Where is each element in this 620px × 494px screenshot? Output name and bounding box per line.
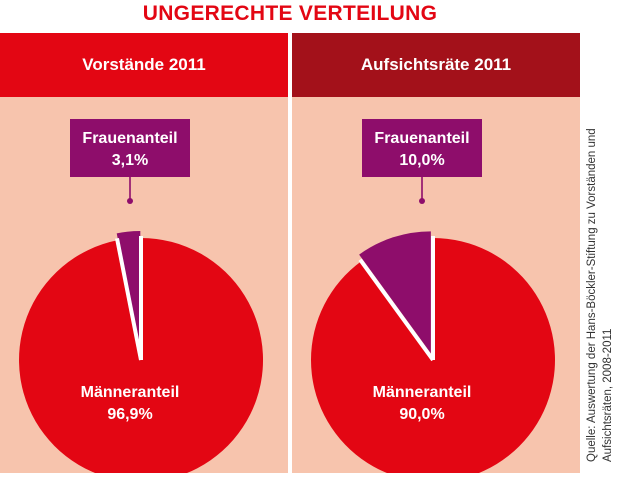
panel-aufsichtsraete: Aufsichtsräte 2011 Frauenanteil 10,0% Männ…	[292, 33, 580, 473]
value-women: 10,0%	[399, 152, 444, 169]
label-women: Frauenanteil	[374, 130, 469, 147]
pie-slice-women	[359, 231, 431, 354]
panel-title-vorstaende: Vorstände 2011	[0, 33, 288, 97]
label-men: Männeranteil	[373, 384, 472, 401]
value-men: 90,0%	[399, 406, 444, 423]
label-men: Männeranteil	[81, 384, 180, 401]
callout-box-women	[70, 119, 190, 177]
label-women: Frauenanteil	[82, 130, 177, 147]
value-men: 96,9%	[107, 406, 152, 423]
source-note: Quelle: Auswertung der Hans-Böckler-Stif…	[586, 128, 614, 462]
value-women: 3,1%	[112, 152, 148, 169]
pie-chart-aufsichtsraete: Frauenanteil 10,0% Männeranteil 90,0%	[311, 119, 555, 473]
panel-vorstaende: Vorstände 2011 Frauenanteil 3,1% Männerant…	[0, 33, 288, 473]
pie-chart-vorstaende: Frauenanteil 3,1% Männeranteil 96,9%	[19, 119, 264, 473]
chart-title: UNGERECHTE VERTEILUNG	[142, 2, 438, 25]
callout-box-women	[362, 119, 482, 177]
panel-title-aufsichtsraete: Aufsichtsräte 2011	[292, 33, 580, 97]
